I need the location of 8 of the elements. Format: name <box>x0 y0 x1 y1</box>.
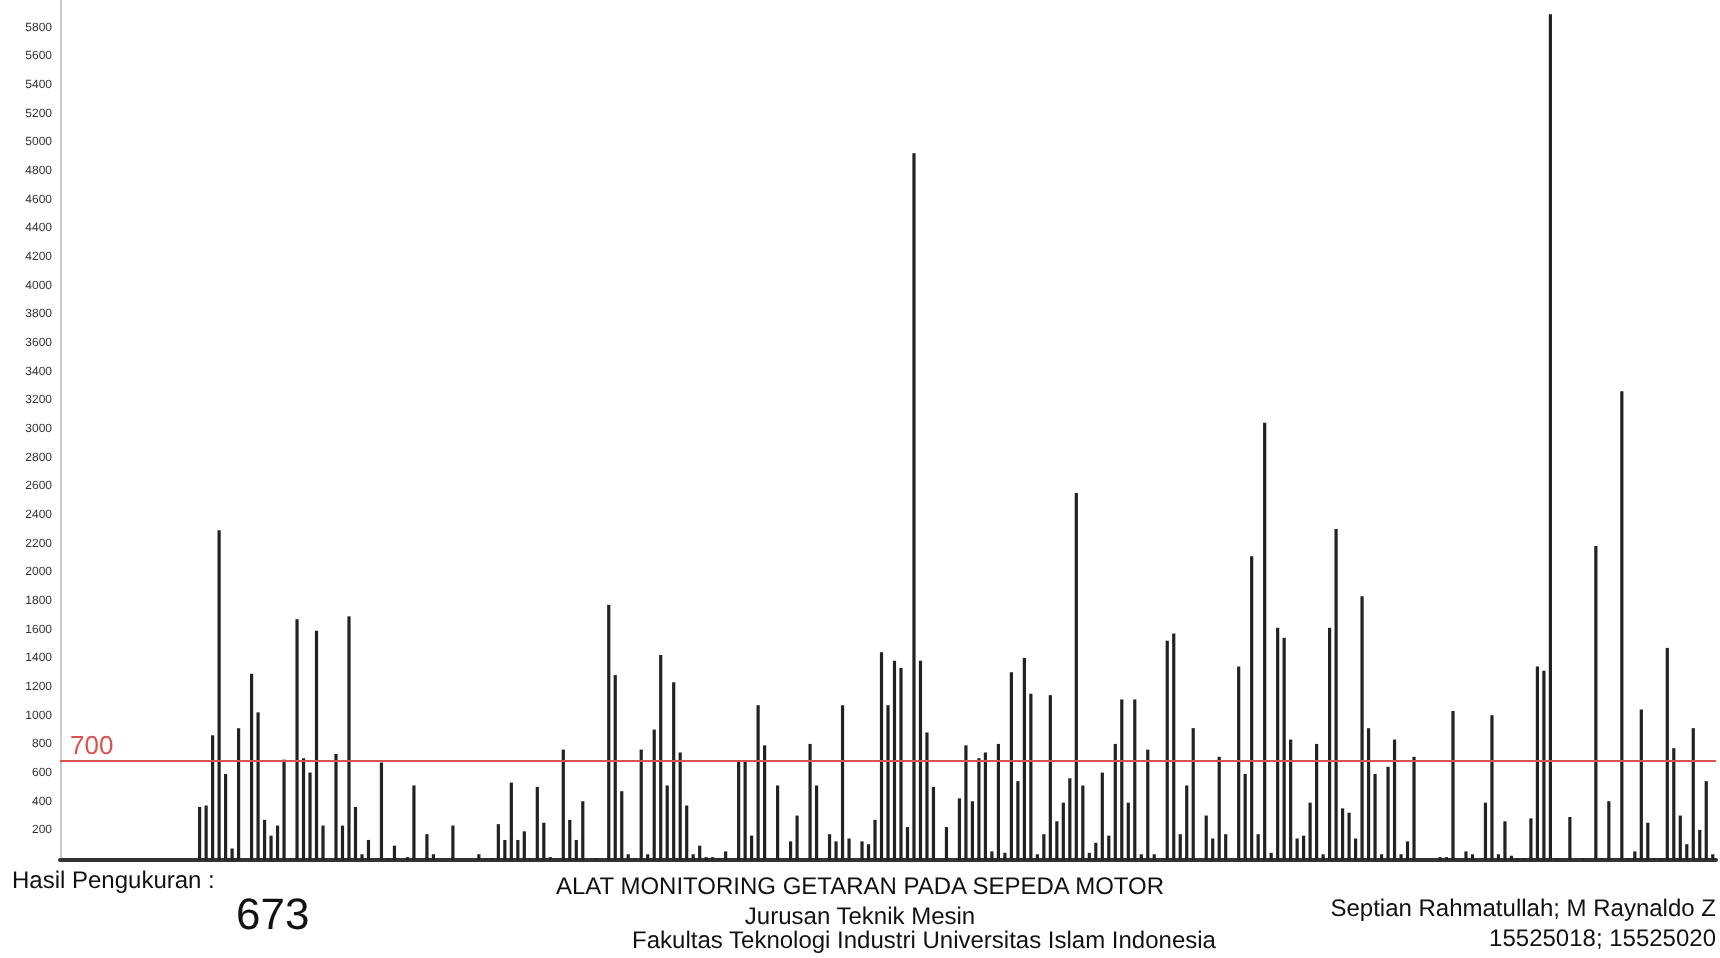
text: ALAT MONITORING GETARAN PADA SEPEDA MOTOR <box>555 872 1165 900</box>
text: Jurusan Teknik Mesin <box>744 902 976 930</box>
ref-line-label: 700 <box>70 729 114 760</box>
text: Septian Rahmatullah; M Raynaldo Z <box>1330 894 1716 922</box>
text: 15525018; 15525020 <box>1489 924 1717 952</box>
text: Hasil Pengukuran : <box>12 866 215 894</box>
text: 673 <box>236 889 310 939</box>
text: Fakultas Teknologi Industri Universitas Islam Indonesia <box>632 926 1217 954</box>
